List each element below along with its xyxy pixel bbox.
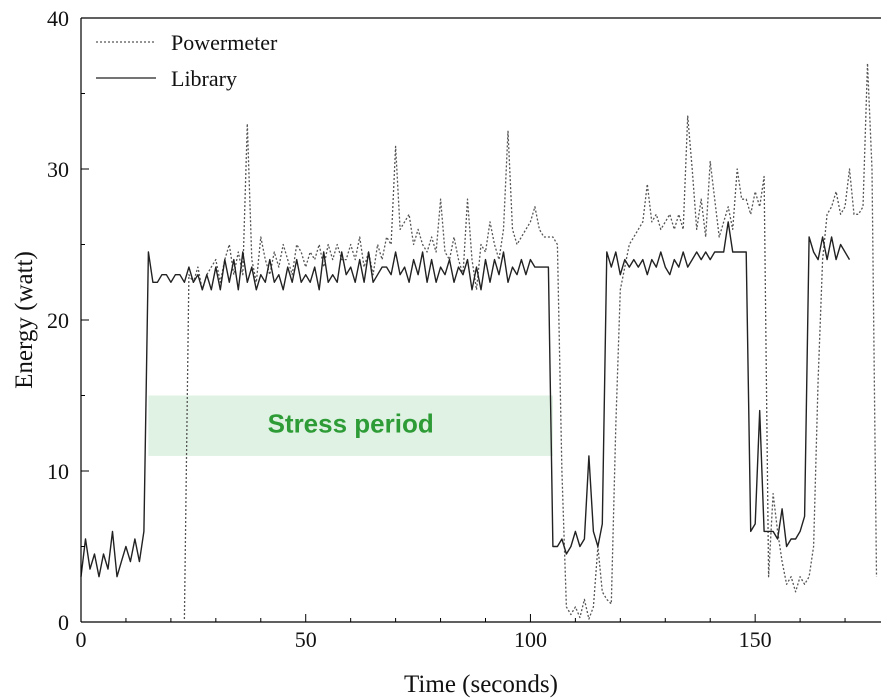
y-tick-label: 40 (47, 6, 69, 31)
x-tick-label: 150 (739, 627, 772, 652)
legend-label-powermeter: Powermeter (171, 30, 278, 55)
series-line-powermeter (183, 62, 878, 620)
series-line-library (80, 221, 851, 578)
y-tick-label: 20 (47, 308, 69, 333)
legend-label-library: Library (171, 66, 237, 91)
series-layer (80, 62, 878, 620)
y-axis-label: Energy (watt) (11, 251, 38, 389)
stress-period-band (148, 395, 553, 456)
legend: Powermeter Library (96, 30, 278, 91)
y-tick-label: 10 (47, 459, 69, 484)
y-tick-label: 0 (58, 610, 69, 635)
x-tick-label: 50 (295, 627, 317, 652)
tick-labels: 0 50 100 150 0 10 20 30 40 (47, 6, 772, 652)
x-tick-label: 100 (514, 627, 547, 652)
y-tick-label: 30 (47, 157, 69, 182)
stress-period-label: Stress period (268, 409, 434, 439)
x-axis-label: Time (seconds) (404, 671, 558, 698)
axes-frame (80, 17, 881, 623)
x-tick-label: 0 (76, 627, 87, 652)
